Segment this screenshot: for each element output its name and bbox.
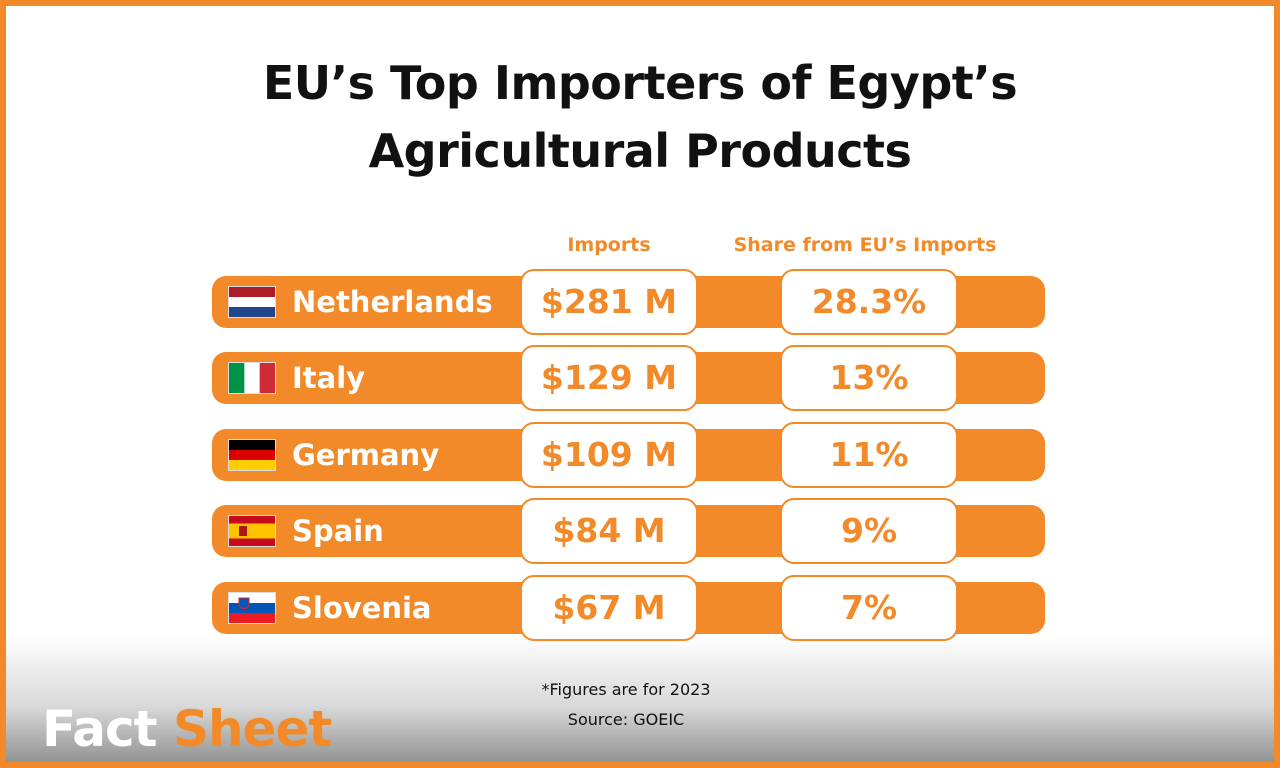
- country-name: Spain: [292, 514, 384, 548]
- brand-word: Sheet: [172, 700, 332, 758]
- flag-art: [229, 363, 276, 393]
- flag: [228, 362, 276, 394]
- flag-art: [229, 287, 275, 318]
- imports-value: $129 M: [520, 345, 698, 411]
- country-name: Germany: [292, 438, 440, 472]
- flag-art: [229, 440, 275, 471]
- flag-art: [229, 593, 275, 623]
- column-header: Share from EU’s Imports: [733, 234, 997, 256]
- flag-art: [229, 516, 275, 546]
- imports-value: $67 M: [520, 575, 698, 641]
- country-name: Slovenia: [292, 591, 432, 625]
- country-name: Netherlands: [292, 285, 493, 319]
- share-value: 13%: [780, 345, 958, 411]
- imports-value: $109 M: [520, 422, 698, 488]
- flag: [228, 592, 276, 624]
- imports-value: $84 M: [520, 498, 698, 564]
- footnote: *Figures are for 2023: [541, 680, 711, 699]
- flag: [228, 439, 276, 471]
- flag: [228, 515, 276, 547]
- share-value: 11%: [780, 422, 958, 488]
- share-value: 28.3%: [780, 269, 958, 335]
- share-value: 9%: [780, 498, 958, 564]
- imports-value: $281 M: [520, 269, 698, 335]
- country-name: Italy: [292, 361, 366, 395]
- brand: Fact Sheet: [42, 700, 332, 758]
- share-value: 7%: [780, 575, 958, 641]
- brand-word: Fact: [42, 700, 158, 758]
- title: EU’s Top Importers of Egypt’s: [262, 56, 1018, 110]
- title: Agricultural Products: [368, 124, 912, 178]
- source: Source: GOEIC: [567, 710, 685, 729]
- column-header: Imports: [567, 234, 651, 256]
- flag: [228, 286, 276, 318]
